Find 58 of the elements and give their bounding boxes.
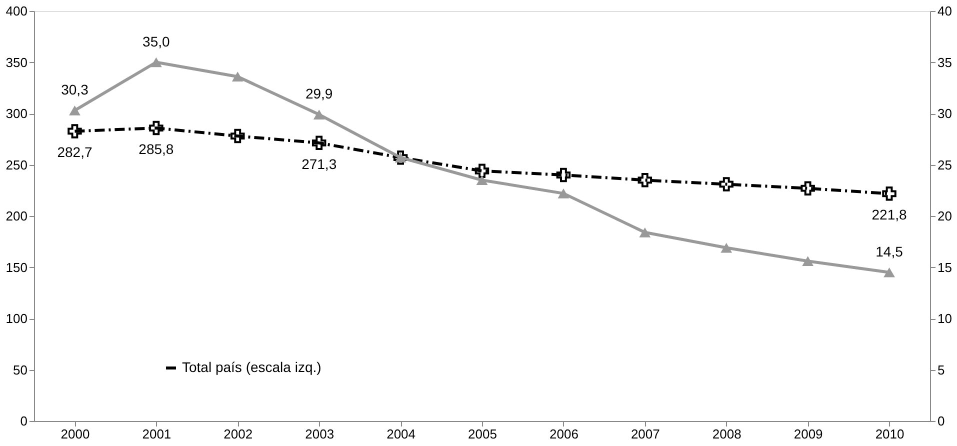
- y-tick-label: 0: [20, 414, 28, 428]
- y-tick-label: 100: [6, 311, 28, 326]
- point: [719, 177, 734, 192]
- x-tick-label: 2004: [386, 426, 416, 442]
- x-tick-label: 2001: [142, 426, 172, 442]
- x-tick-label: 2008: [712, 426, 742, 442]
- y2-tick-label: 0: [938, 414, 945, 428]
- point: [150, 57, 162, 68]
- y-tick-label: 200: [6, 208, 28, 224]
- point: [474, 164, 490, 178]
- x-tick-label: 2009: [794, 426, 823, 442]
- y2-tick-label: 40: [938, 4, 952, 18]
- point: [638, 173, 652, 188]
- point: [476, 175, 488, 186]
- y-tick-label: 400: [6, 4, 28, 18]
- legend-label: Total país (escala izq.): [182, 359, 322, 375]
- y2-tick-label: 35: [938, 54, 952, 70]
- point: [69, 105, 80, 116]
- y-tick-label: 300: [6, 106, 28, 121]
- y-tick-label: 150: [6, 260, 28, 275]
- x-tick-label: 2003: [305, 426, 334, 442]
- x-tick-label: 2000: [60, 426, 90, 442]
- point: [558, 188, 570, 198]
- x-tick-label: 2010: [875, 426, 904, 442]
- point: [230, 128, 245, 144]
- y2-tick-label: 20: [938, 208, 952, 224]
- data-label: 30,3: [61, 81, 89, 98]
- y2-tick-label: 10: [938, 311, 952, 326]
- data-label: 29,9: [305, 86, 333, 102]
- y2-tick-label: 30: [938, 106, 952, 121]
- y-tick-label: 50: [13, 362, 28, 378]
- point: [149, 120, 164, 136]
- point: [884, 267, 895, 278]
- point: [639, 227, 651, 238]
- x-tick-label: 2005: [468, 426, 497, 442]
- point: [68, 124, 82, 138]
- x-tick-label: 2006: [549, 426, 578, 442]
- point: [882, 186, 896, 201]
- point: [312, 136, 326, 150]
- data-label: 285,8: [138, 141, 174, 158]
- data-label: 35,0: [142, 33, 170, 50]
- data-label: 271,3: [302, 156, 337, 172]
- data-label: 14,5: [876, 243, 904, 260]
- y2-tick-label: 15: [938, 260, 952, 275]
- point: [313, 110, 325, 120]
- point: [802, 256, 814, 266]
- data-label: 282,7: [57, 144, 92, 160]
- point: [800, 181, 815, 196]
- point: [232, 72, 244, 82]
- point: [720, 242, 732, 253]
- data-label: 221,8: [872, 206, 907, 223]
- y2-tick-label: 5: [938, 362, 945, 378]
- point: [556, 168, 571, 182]
- y-tick-label: 250: [6, 157, 28, 172]
- x-tick-label: 2007: [630, 426, 660, 442]
- y-tick-label: 350: [6, 54, 28, 70]
- y2-tick-label: 25: [938, 157, 952, 172]
- x-tick-label: 2002: [224, 426, 253, 442]
